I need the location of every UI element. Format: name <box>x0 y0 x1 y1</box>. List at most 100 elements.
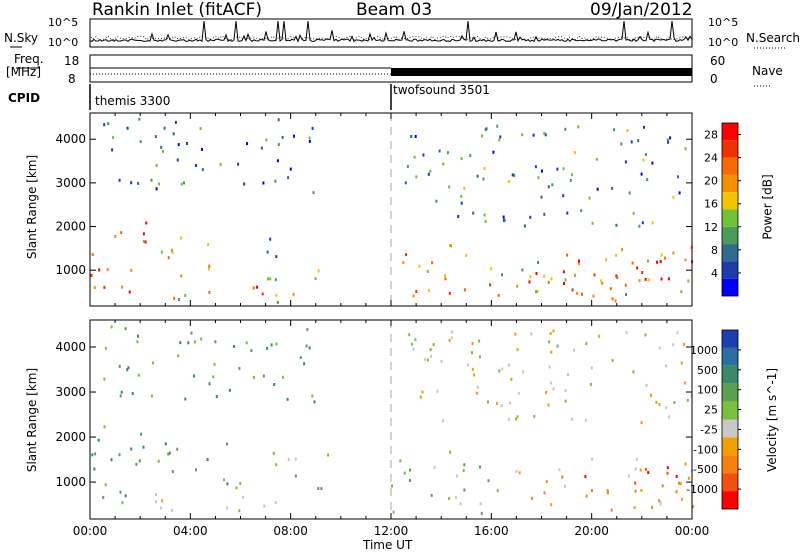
scatter-cell <box>530 332 533 336</box>
scatter-cell <box>684 462 687 466</box>
scatter-cell <box>449 450 452 454</box>
scatter-cell <box>239 482 242 485</box>
scatter-cell <box>644 467 647 471</box>
scatter-cell <box>476 174 479 178</box>
scatter-cell <box>543 491 546 495</box>
scatter-cell <box>606 489 609 493</box>
scatter-cell <box>206 458 209 461</box>
scatter-cell <box>412 294 415 298</box>
colorbar-tick-label: 100 <box>697 384 718 397</box>
scatter-cell <box>292 292 295 296</box>
scatter-cell <box>509 401 512 405</box>
scatter-cell <box>245 341 248 345</box>
scatter-cell <box>208 264 211 268</box>
scatter-cell <box>406 165 409 168</box>
scatter-cell <box>564 127 567 131</box>
scatter-cell <box>531 496 534 500</box>
scatter-cell <box>266 250 269 254</box>
x-tick-label: 20:00 <box>574 524 609 538</box>
scatter-cell <box>275 255 278 259</box>
scatter-cell <box>136 340 139 344</box>
scatter-cell <box>199 127 202 130</box>
nsky-line <box>89 20 693 43</box>
scatter-cell <box>178 298 181 301</box>
scatter-cell <box>190 331 193 335</box>
scatter-cell <box>235 486 238 490</box>
scatter-cell <box>640 421 643 425</box>
x-tick-label: 12:00 <box>374 524 409 538</box>
scatter-cell <box>179 341 182 345</box>
nave-label: Nave <box>752 64 783 78</box>
scatter-cell <box>243 182 246 186</box>
scatter-cell <box>672 251 675 255</box>
scatter-cell <box>162 149 164 153</box>
scatter-cell <box>642 158 645 162</box>
scatter-cell <box>680 290 683 294</box>
scatter-cell <box>517 391 520 395</box>
x-axis-label: Time UT <box>363 538 413 552</box>
scatter-cell <box>457 215 460 218</box>
scatter-cell <box>632 211 635 215</box>
scatter-cell <box>90 273 93 277</box>
scatter-cell <box>476 385 479 389</box>
scatter-cell <box>595 157 598 161</box>
scatter-cell <box>426 358 429 362</box>
scatter-cell <box>518 471 521 475</box>
scatter-cell <box>289 167 292 171</box>
scatter-cell <box>128 290 131 294</box>
scatter-cell <box>415 290 418 293</box>
scatter-cell <box>135 462 138 466</box>
scatter-cell <box>276 159 279 163</box>
scatter-cell <box>272 451 275 455</box>
scatter-cell <box>293 134 295 138</box>
scatter-cell <box>277 118 280 122</box>
scatter-cell <box>667 140 670 144</box>
scatter-cell <box>516 415 519 419</box>
scatter-cell <box>200 337 203 341</box>
scatter-cell <box>233 345 236 348</box>
scatter-cell <box>118 453 121 457</box>
scatter-cell <box>556 167 559 171</box>
scatter-cell <box>145 221 148 225</box>
nsky-panel-frame <box>89 18 693 48</box>
scatter-cell <box>580 209 583 213</box>
scatter-cell <box>633 506 636 509</box>
scatter-cell <box>107 122 110 126</box>
colorbar-block <box>722 437 738 456</box>
scatter-cell <box>675 475 678 478</box>
scatter-cell <box>187 341 190 345</box>
scatter-cell <box>250 349 253 353</box>
cpid-mode-1: themis 3300 <box>95 94 171 108</box>
scatter-cell <box>578 259 580 263</box>
scatter-cell <box>456 474 459 478</box>
scatter-cell <box>160 506 163 510</box>
scatter-cell <box>672 343 675 347</box>
scatter-cell <box>450 336 453 340</box>
scatter-cell <box>184 397 187 401</box>
station-title: Rankin Inlet (fitACF) <box>92 0 263 20</box>
scatter-cell <box>430 493 433 497</box>
scatter-cell <box>314 277 317 281</box>
scatter-cell <box>541 169 543 173</box>
scatter-cell <box>246 142 248 146</box>
scatter-cell <box>427 172 430 176</box>
scatter-cell <box>277 143 280 146</box>
scatter-cell <box>500 404 503 408</box>
scatter-cell <box>119 490 122 494</box>
colorbar-tick-label: 12 <box>704 221 718 234</box>
scatter-cell <box>605 258 607 262</box>
scatter-cell <box>647 471 650 474</box>
scatter-cell <box>215 395 218 399</box>
scatter-cell <box>418 264 421 268</box>
y-tick-label: 4000 <box>55 340 86 354</box>
scatter-cell <box>440 359 443 363</box>
scatter-cell <box>201 147 203 151</box>
scatter-cell <box>609 287 612 291</box>
scatter-cell <box>124 494 127 498</box>
scatter-cell <box>180 182 183 186</box>
scatter-cell <box>611 297 614 301</box>
scatter-cell <box>443 274 446 278</box>
scatter-cell <box>317 269 320 273</box>
colorbar-block <box>722 261 738 279</box>
scatter-cell <box>195 164 197 168</box>
